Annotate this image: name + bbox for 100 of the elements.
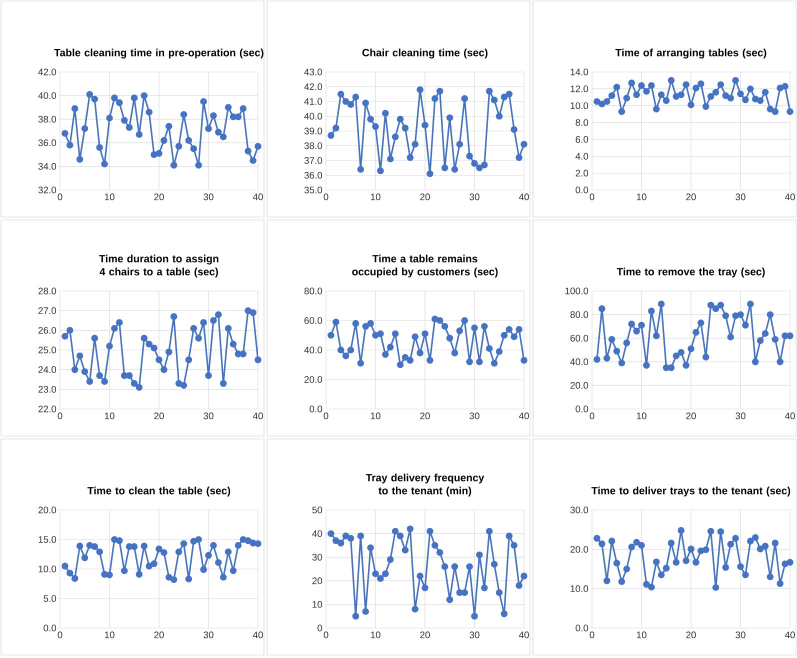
point <box>446 334 454 342</box>
point <box>496 112 503 120</box>
point <box>140 542 148 550</box>
point <box>698 80 704 88</box>
point <box>382 351 389 358</box>
point <box>461 95 468 102</box>
point <box>628 80 636 86</box>
point <box>623 340 630 346</box>
point <box>727 540 734 548</box>
y-tick-label: 28.0 <box>38 288 56 294</box>
point <box>406 356 414 364</box>
point <box>638 322 645 329</box>
y-tick-label: 80.0 <box>570 311 588 318</box>
point <box>608 336 616 343</box>
point <box>678 527 685 534</box>
point <box>402 124 409 132</box>
point <box>776 84 784 92</box>
point <box>652 106 660 112</box>
point <box>254 540 262 548</box>
point <box>766 573 774 580</box>
point <box>633 91 640 98</box>
chart-title: Tray delivery frequency to the tenant (min) <box>366 474 484 496</box>
point <box>652 332 660 340</box>
y-tick-label: 10.0 <box>570 585 588 592</box>
point <box>377 330 384 338</box>
point <box>224 548 232 556</box>
point <box>500 610 508 618</box>
point <box>116 99 123 106</box>
point <box>111 324 118 332</box>
y-tick-label: 34.0 <box>38 163 56 170</box>
point <box>412 606 419 613</box>
point <box>688 546 694 552</box>
point <box>200 319 207 326</box>
point <box>367 116 374 123</box>
chart-title: Time to clean the table (sec) <box>87 486 230 496</box>
point <box>692 84 700 92</box>
point <box>618 360 626 366</box>
point <box>372 570 379 578</box>
point <box>210 542 217 549</box>
point <box>130 94 138 102</box>
point <box>111 536 118 543</box>
y-tick-label: 41.0 <box>304 98 322 105</box>
point <box>476 164 483 172</box>
y-tick-label: 30 <box>312 554 322 561</box>
point <box>456 140 464 148</box>
point <box>175 380 182 387</box>
x-tick-label: 30 <box>204 632 214 638</box>
x-tick-label: 30 <box>736 194 746 200</box>
x-tick-label: 20 <box>686 412 696 420</box>
point <box>490 360 498 367</box>
y-tick-label: 20 <box>312 577 322 584</box>
point <box>618 108 626 116</box>
point <box>62 562 68 570</box>
point <box>62 332 68 340</box>
y-tick-label: 32.0 <box>38 186 56 194</box>
point <box>762 88 769 96</box>
point <box>672 93 680 100</box>
point <box>426 528 434 535</box>
point <box>150 560 158 568</box>
point <box>486 528 493 535</box>
y-tick-label: 20.0 <box>570 382 588 389</box>
point <box>623 566 630 572</box>
x-tick-label: 0 <box>58 412 62 420</box>
point <box>662 97 670 104</box>
point <box>81 368 88 376</box>
point <box>215 559 222 566</box>
point <box>210 317 217 324</box>
point <box>185 576 192 582</box>
point <box>648 584 655 590</box>
y-tick-label: 8.0 <box>576 119 588 126</box>
point <box>170 576 178 584</box>
point <box>337 540 344 546</box>
point <box>91 334 98 342</box>
point <box>76 542 84 550</box>
point <box>500 332 508 339</box>
point <box>234 113 242 120</box>
point <box>367 544 374 552</box>
point <box>737 563 744 570</box>
point <box>328 132 334 139</box>
y-tick-label: 2.0 <box>576 170 588 176</box>
point <box>476 358 483 366</box>
point <box>362 323 370 330</box>
point <box>756 546 764 552</box>
point <box>342 532 350 540</box>
point <box>451 350 458 356</box>
point <box>126 124 133 131</box>
point <box>702 354 710 360</box>
point <box>633 328 640 335</box>
x-tick-label: 30 <box>204 412 214 420</box>
y-tick-label: 30.0 <box>570 506 588 514</box>
point <box>190 538 198 545</box>
chart-title: Time to remove the tray (sec) <box>616 268 765 278</box>
x-tick-label: 0 <box>324 412 328 420</box>
point <box>446 114 454 122</box>
point <box>416 572 424 580</box>
point <box>742 96 749 104</box>
point <box>506 532 513 540</box>
point <box>722 92 730 99</box>
point <box>382 110 389 117</box>
x-tick-label: 0 <box>590 632 594 638</box>
